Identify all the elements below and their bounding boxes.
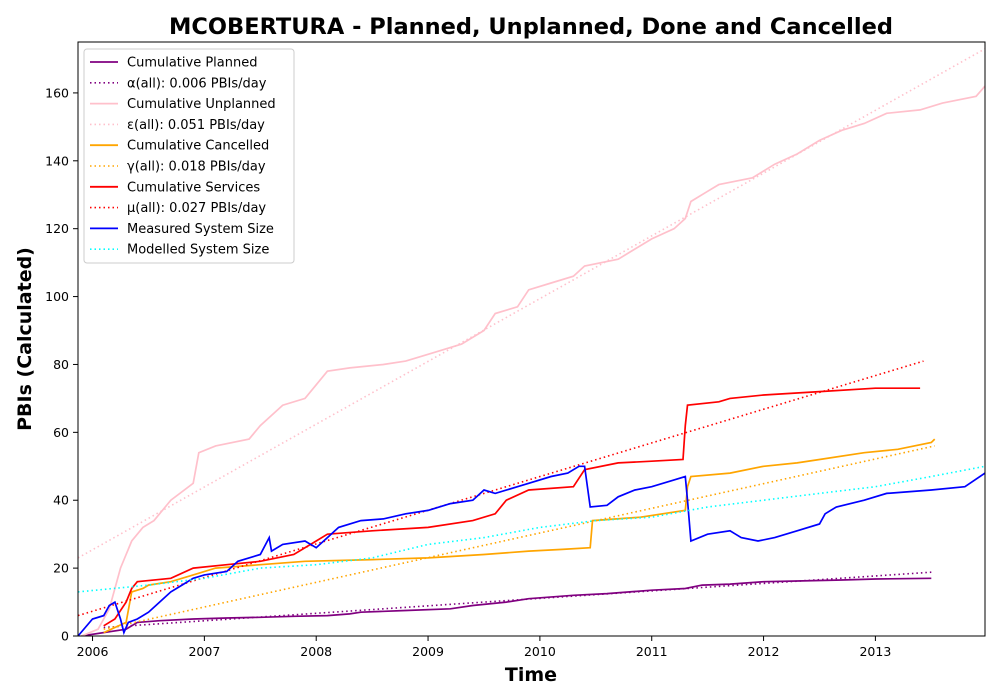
x-tick-label: 2008 (300, 644, 332, 659)
legend-label-5: γ(all): 0.018 PBIs/day (127, 160, 266, 175)
legend-label-1: α(all): 0.006 PBIs/day (127, 76, 267, 91)
y-tick-label: 40 (53, 493, 69, 508)
y-tick-label: 140 (45, 153, 69, 168)
x-tick-label: 2013 (859, 644, 891, 659)
x-tick-label: 2009 (412, 644, 444, 659)
legend: Cumulative Planned α(all): 0.006 PBIs/day… (83, 48, 295, 264)
legend-label-0: Cumulative Planned (127, 56, 257, 71)
series-line-1-all-0-006-pbis-day (103, 571, 932, 629)
axis-ticks: 2006 2007 2008 2009 2010 2011 2012 2013 0 20 40 60 8… (45, 85, 891, 659)
x-axis-label: Time (505, 664, 557, 686)
plot-frame (77, 41, 986, 637)
series-line-7-all-0-027-pbis-day (78, 360, 924, 617)
plot-area (77, 41, 986, 637)
x-tick-label: 2012 (748, 644, 780, 659)
legend-label-2: Cumulative Unplanned (127, 97, 276, 112)
legend-label-6: Cumulative Services (127, 180, 260, 195)
x-tick-label: 2006 (77, 644, 109, 659)
y-tick-label: 0 (61, 629, 69, 644)
series-line-4-cumulative-cancelled (103, 438, 936, 634)
legend-label-9: Modelled System Size (127, 243, 269, 258)
series-line-0-cumulative-planned (81, 577, 932, 636)
x-tick-label: 2010 (524, 644, 556, 659)
y-tick-label: 20 (53, 561, 69, 576)
y-axis-label: PBIs (Calculated) (14, 247, 36, 431)
y-tick-label: 60 (53, 425, 69, 440)
legend-box (83, 48, 295, 264)
y-tick-label: 160 (45, 85, 69, 100)
legend-label-8: Measured System Size (127, 222, 274, 237)
series-line-8-measured-system-size (78, 465, 985, 636)
y-tick-label: 120 (45, 221, 69, 236)
series-line-6-cumulative-services (103, 387, 921, 627)
x-tick-label: 2011 (636, 644, 668, 659)
x-tick-label: 2007 (188, 644, 220, 659)
legend-label-3: ε(all): 0.051 PBIs/day (127, 118, 265, 133)
chart-title: MCOBERTURA - Planned, Unplanned, Done an… (169, 14, 893, 40)
legend-label-4: Cumulative Cancelled (127, 139, 269, 154)
y-tick-label: 100 (45, 289, 69, 304)
legend-label-7: μ(all): 0.027 PBIs/day (127, 201, 266, 216)
y-tick-label: 80 (53, 357, 69, 372)
